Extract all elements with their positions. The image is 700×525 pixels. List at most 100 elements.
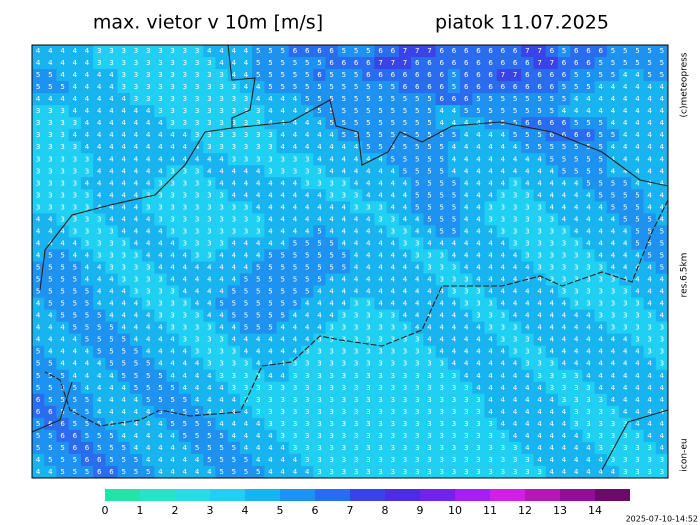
wind-cell xyxy=(631,309,645,323)
wind-value: 5 xyxy=(574,167,578,175)
wind-cell xyxy=(435,357,449,371)
wind-value: 4 xyxy=(452,312,457,320)
wind-value: 3 xyxy=(623,288,627,296)
wind-cell xyxy=(496,369,510,383)
wind-cell xyxy=(509,297,522,311)
wind-value: 4 xyxy=(85,264,90,272)
wind-value: 4 xyxy=(501,251,506,259)
wind-cell xyxy=(472,225,486,238)
wind-value: 3 xyxy=(366,348,370,356)
wind-cell xyxy=(435,345,449,359)
wind-cell xyxy=(142,369,155,383)
colorbar-label: 11 xyxy=(483,504,497,517)
wind-value: 3 xyxy=(537,360,541,368)
wind-value: 3 xyxy=(623,468,627,476)
wind-cell xyxy=(239,357,253,371)
wind-value: 3 xyxy=(550,372,554,380)
wind-value: 4 xyxy=(562,312,567,320)
wind-cell xyxy=(80,225,94,238)
wind-value: 3 xyxy=(586,420,590,428)
wind-cell xyxy=(227,345,241,359)
wind-value: 3 xyxy=(562,251,566,259)
wind-value: 4 xyxy=(170,131,175,139)
colorbar-label: 2 xyxy=(172,504,179,517)
wind-value: 4 xyxy=(280,215,285,223)
wind-value: 4 xyxy=(305,107,310,115)
wind-cell xyxy=(509,153,522,166)
wind-value: 4 xyxy=(109,131,114,139)
wind-value: 4 xyxy=(635,107,640,115)
wind-cell xyxy=(423,153,437,166)
wind-cell xyxy=(68,129,82,142)
wind-value: 5 xyxy=(73,420,77,428)
wind-cell xyxy=(142,357,155,371)
wind-value: 4 xyxy=(73,131,78,139)
wind-cell xyxy=(423,225,437,238)
wind-value: 4 xyxy=(342,167,347,175)
wind-value: 4 xyxy=(207,276,212,284)
wind-value: 3 xyxy=(48,179,52,187)
wind-value: 3 xyxy=(219,191,223,199)
wind-cell xyxy=(570,189,583,202)
wind-cell xyxy=(557,69,571,82)
wind-cell xyxy=(582,249,596,262)
wind-value: 4 xyxy=(305,215,310,223)
wind-value: 5 xyxy=(73,300,77,308)
wind-cell xyxy=(484,381,498,395)
wind-value: 4 xyxy=(635,276,640,284)
wind-cell xyxy=(557,261,571,275)
wind-cell xyxy=(386,153,400,166)
wind-cell xyxy=(472,297,486,311)
wind-cell xyxy=(93,285,106,299)
wind-cell xyxy=(472,333,486,347)
wind-value: 5 xyxy=(623,191,627,199)
wind-value: 4 xyxy=(256,432,261,440)
wind-value: 5 xyxy=(48,360,52,368)
wind-value: 4 xyxy=(170,360,175,368)
wind-value: 3 xyxy=(219,336,223,344)
wind-cell xyxy=(68,285,82,299)
wind-cell xyxy=(374,249,388,262)
wind-value: 5 xyxy=(513,107,517,115)
wind-value: 5 xyxy=(513,95,517,103)
wind-value: 3 xyxy=(488,300,492,308)
wind-value: 4 xyxy=(598,384,603,392)
wind-value: 3 xyxy=(366,360,370,368)
wind-value: 4 xyxy=(244,420,249,428)
wind-value: 3 xyxy=(354,203,358,211)
wind-cell xyxy=(521,81,534,94)
wind-value: 3 xyxy=(525,336,529,344)
wind-value: 7 xyxy=(391,59,395,67)
wind-cell xyxy=(117,297,131,311)
wind-value: 3 xyxy=(427,372,431,380)
wind-cell xyxy=(56,165,70,178)
wind-value: 4 xyxy=(305,119,310,127)
wind-cell xyxy=(362,369,375,383)
wind-value: 4 xyxy=(317,215,322,223)
wind-value: 4 xyxy=(501,420,506,428)
wind-cell xyxy=(166,69,180,82)
wind-value: 3 xyxy=(256,155,260,163)
wind-value: 3 xyxy=(268,396,272,404)
wind-value: 3 xyxy=(317,384,321,392)
wind-value: 5 xyxy=(354,119,358,127)
wind-value: 3 xyxy=(268,143,272,151)
wind-value: 4 xyxy=(660,119,665,127)
wind-value: 3 xyxy=(464,384,468,392)
wind-cell xyxy=(423,333,437,347)
wind-value: 5 xyxy=(207,432,211,440)
wind-cell xyxy=(350,285,363,299)
wind-value: 4 xyxy=(268,336,273,344)
wind-cell xyxy=(398,237,412,250)
wind-value: 5 xyxy=(121,360,125,368)
wind-cell xyxy=(362,213,375,226)
wind-cell xyxy=(594,261,608,275)
wind-cell xyxy=(288,369,302,383)
wind-value: 5 xyxy=(403,119,407,127)
wind-value: 4 xyxy=(598,251,603,259)
wind-value: 3 xyxy=(391,336,395,344)
colorbar-label: 13 xyxy=(553,504,567,517)
wind-cell xyxy=(386,117,400,130)
wind-value: 3 xyxy=(256,227,260,235)
wind-cell xyxy=(472,153,486,166)
